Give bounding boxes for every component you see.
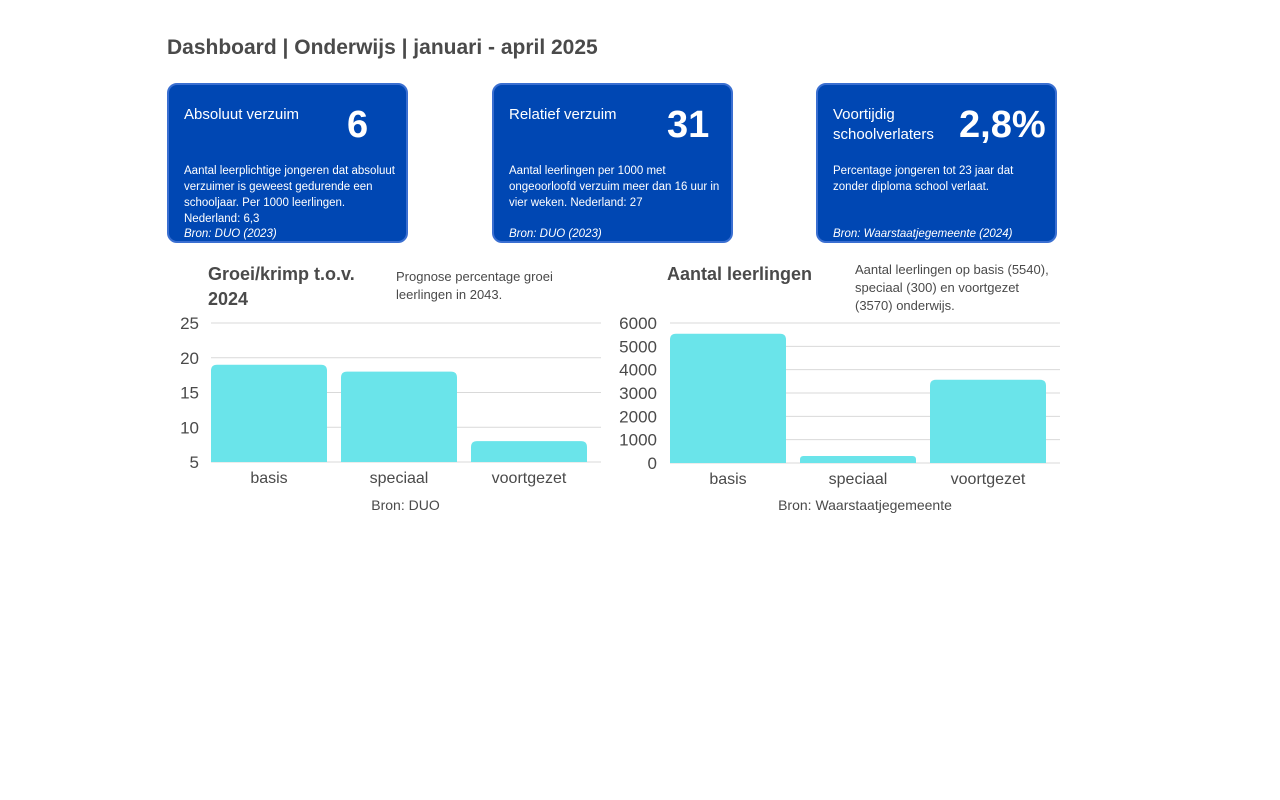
chart-source-groei-krimp: Bron: DUO [371, 497, 440, 513]
kpi-card-relatief-verzuim: Relatief verzuim 31 Aantal leerlingen pe… [492, 83, 733, 243]
kpi-description: Aantal leerlingen per 1000 met ongeoorlo… [509, 165, 720, 209]
chart-subtitle-aantal-leerlingen: Aantal leerlingen op basis (5540), speci… [855, 262, 1049, 313]
kpi-value: 6 [347, 104, 369, 146]
kpi-card-absoluut-verzuim: Absoluut verzuim 6 Aantal leerplichtige … [167, 83, 408, 243]
y-tick-label: 6000 [619, 314, 657, 333]
y-tick-label: 10 [180, 418, 199, 437]
y-tick-label: 5 [190, 453, 199, 472]
y-tick-label: 2000 [619, 407, 657, 426]
kpi-description: Percentage jongeren tot 23 jaar dat zond… [833, 165, 1014, 193]
x-tick-label: voortgezet [492, 470, 567, 487]
y-tick-label: 3000 [619, 384, 657, 403]
bar-speciaal [800, 456, 916, 463]
y-tick-label: 1000 [619, 431, 657, 450]
chart-source-aantal-leerlingen: Bron: Waarstaatjegemeente [778, 497, 952, 513]
bar-basis [670, 333, 786, 463]
kpi-label: Voortijdig schoolverlaters [833, 106, 934, 143]
kpi-label: Relatief verzuim [509, 106, 617, 123]
chart-title-groei-krimp: Groei/krimp t.o.v. 2024 [208, 264, 355, 309]
kpi-card-voortijdig-schoolverlaters: Voortijdig schoolverlaters 2,8% Percenta… [816, 83, 1057, 243]
x-tick-label: speciaal [829, 471, 888, 488]
kpi-source: Bron: DUO (2023) [509, 228, 602, 240]
kpi-value: 31 [667, 104, 710, 146]
x-tick-label: voortgezet [951, 471, 1026, 488]
page-title: Dashboard | Onderwijs | januari - april … [167, 36, 598, 59]
bar-basis [211, 364, 327, 462]
bar-voortgezet [930, 379, 1046, 463]
kpi-source: Bron: Waarstaatjegemeente (2024) [833, 228, 1013, 240]
y-tick-label: 5000 [619, 337, 657, 356]
bar-chart-groei-krimp: 5 10 15 20 25 basis speciaal voortgezet [180, 314, 601, 487]
y-tick-label: 4000 [619, 361, 657, 380]
y-tick-label: 0 [648, 454, 657, 473]
kpi-value: 2,8% [959, 104, 1046, 146]
y-tick-label: 20 [180, 349, 199, 368]
chart-subtitle-groei-krimp: Prognose percentage groei leerlingen in … [396, 269, 553, 302]
bar-chart-aantal-leerlingen: 0 1000 2000 3000 4000 5000 6000 basis speciaal vo… [619, 314, 1060, 488]
bar-speciaal [341, 371, 457, 462]
kpi-source: Bron: DUO (2023) [184, 228, 277, 240]
kpi-label: Absoluut verzuim [184, 106, 300, 123]
x-tick-label: speciaal [370, 470, 429, 487]
kpi-description: Aantal leerplichtige jongeren dat absolu… [184, 165, 395, 225]
x-tick-label: basis [709, 471, 746, 488]
y-tick-label: 25 [180, 314, 199, 333]
bar-voortgezet [471, 441, 587, 462]
x-tick-label: basis [250, 470, 287, 487]
y-tick-label: 15 [180, 384, 199, 403]
chart-title-aantal-leerlingen: Aantal leerlingen [667, 264, 813, 284]
